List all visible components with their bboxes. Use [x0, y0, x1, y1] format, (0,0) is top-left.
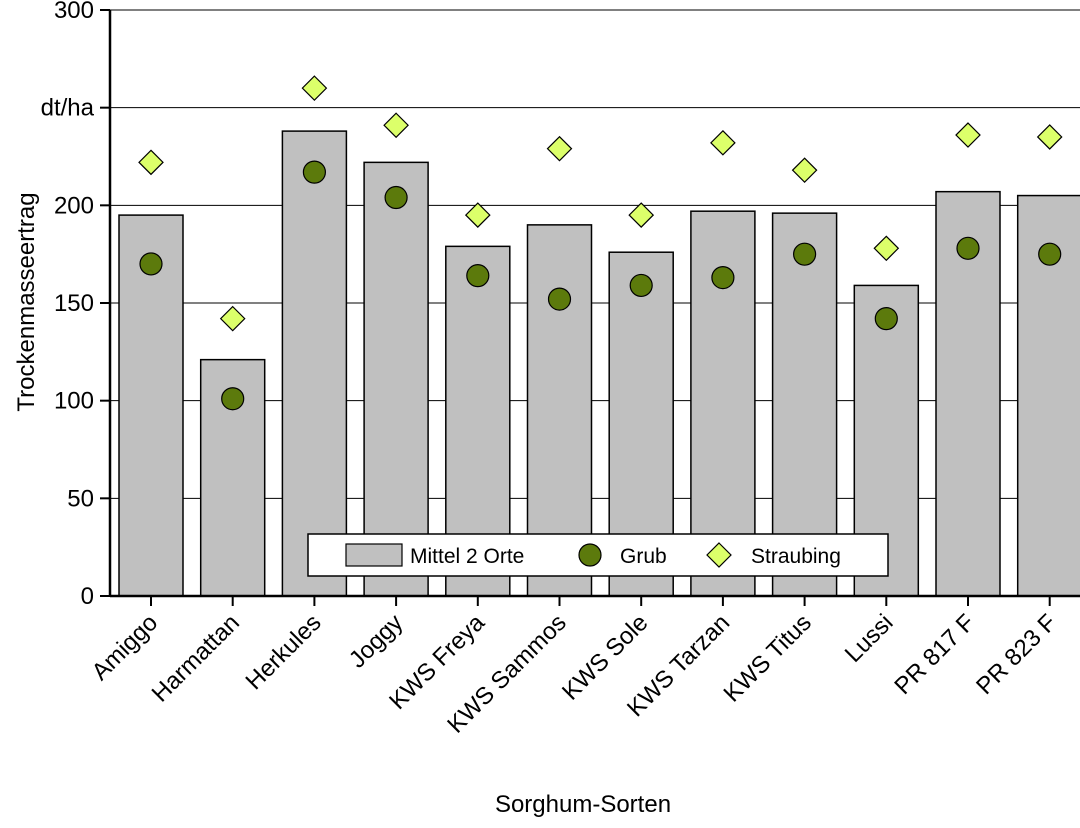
- grub-point-harmattan: [221, 387, 245, 411]
- straubing-point-kws-tarzan: [710, 129, 736, 156]
- straubing-point-pr-823-f: [1036, 124, 1063, 150]
- straubing-point-kws-sammos: [546, 135, 573, 162]
- legend-label: Grub: [620, 545, 667, 568]
- x-tick-label: Herkules: [241, 609, 327, 695]
- points: [138, 75, 1063, 411]
- grub-point-pr-817-f: [956, 236, 980, 260]
- legend-swatch-circle: [578, 543, 602, 567]
- legend-swatch-diamond: [706, 542, 732, 568]
- grub-point-kws-sole: [629, 273, 653, 298]
- bar-herkules: [281, 130, 348, 597]
- bar-kws-titus: [771, 212, 838, 597]
- y-tick-label: 0: [81, 583, 94, 610]
- bar-joggy: [363, 161, 429, 597]
- straubing-point-kws-freya: [464, 202, 491, 228]
- x-tick-label: KWS Titus: [719, 609, 817, 707]
- grub-point-amiggo: [139, 252, 163, 276]
- legend-label: Straubing: [751, 545, 841, 568]
- y-tick-label: dt/ha: [41, 95, 95, 122]
- straubing-point-lussi: [873, 235, 900, 262]
- y-axis-title: Trockenmasseertrag: [13, 192, 40, 411]
- straubing-point-joggy: [383, 112, 409, 139]
- bars: [118, 130, 1080, 597]
- straubing-point-kws-titus: [791, 157, 818, 184]
- grub-point-lussi: [874, 307, 898, 331]
- grub-point-kws-tarzan: [711, 266, 735, 290]
- x-tick-label: Harmattan: [147, 609, 245, 707]
- legend: Mittel 2 Orte Grub Straubing: [307, 533, 889, 577]
- x-tick-label: Amiggo: [87, 609, 164, 686]
- y-tick-label: 150: [54, 290, 94, 317]
- grub-point-kws-sammos: [547, 287, 572, 311]
- straubing-point-amiggo: [138, 149, 164, 176]
- x-axis-title: Sorghum-Sorten: [495, 791, 671, 818]
- straubing-point-pr-817-f: [955, 122, 981, 148]
- straubing-point-herkules: [301, 75, 328, 101]
- legend-label: Mittel 2 Orte: [410, 545, 524, 568]
- grub-point-pr-823-f: [1038, 242, 1062, 266]
- grub-point-kws-titus: [792, 242, 817, 266]
- x-tick-label: PR 817 F: [889, 609, 980, 700]
- straubing-point-harmattan: [219, 305, 246, 332]
- y-tick-label: 200: [54, 192, 94, 219]
- x-tick-label: PR 823 F: [971, 609, 1062, 700]
- x-tick-label: Lussi: [840, 609, 899, 668]
- grub-point-kws-freya: [466, 264, 490, 288]
- legend-swatch-bar: [345, 543, 403, 567]
- straubing-point-kws-sole: [628, 202, 655, 228]
- y-tick-label: 300: [54, 0, 94, 24]
- grub-point-herkules: [302, 160, 326, 184]
- y-tick-label: 100: [54, 388, 94, 415]
- y-tick-label: 50: [67, 485, 94, 512]
- grub-point-joggy: [384, 185, 408, 210]
- x-tick-label: Joggy: [344, 609, 408, 673]
